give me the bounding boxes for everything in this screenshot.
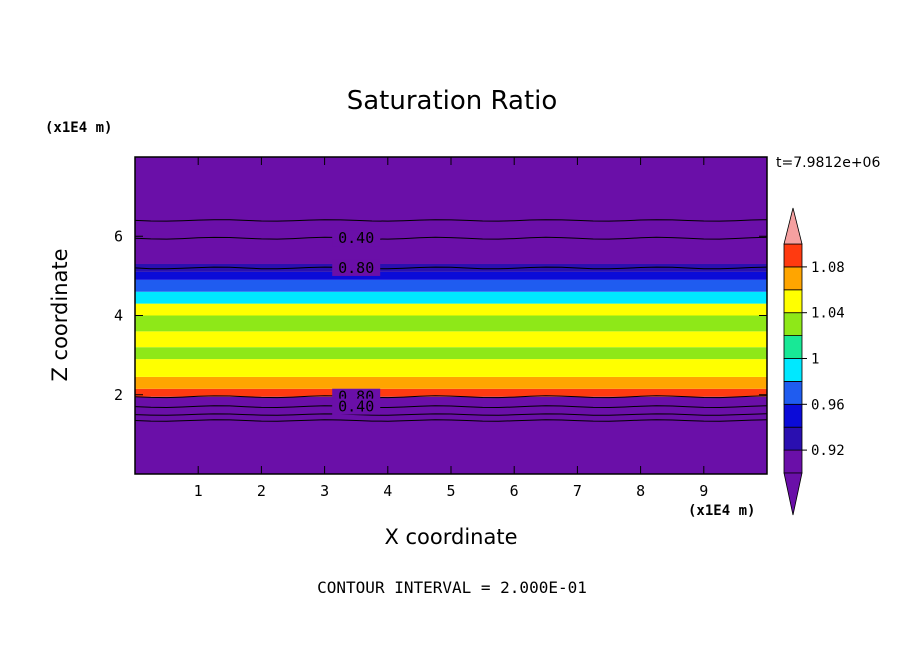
contour-line-1 — [134, 266, 768, 270]
data-layer-11 — [135, 263, 767, 272]
x-tick-label-7: 7 — [573, 482, 582, 500]
contour-line-extra-2 — [134, 419, 768, 422]
colorbar-tick-label-3: 1.04 — [811, 306, 845, 322]
data-layer-3 — [135, 359, 767, 377]
contour-label-bg-0 — [332, 230, 381, 247]
data-layer-1 — [135, 388, 767, 397]
x-tick-label-5: 5 — [446, 482, 455, 500]
x-tick-label-2: 2 — [257, 482, 266, 500]
colorbar-segment-7 — [783, 289, 803, 314]
chart-title: Saturation Ratio — [346, 86, 558, 116]
y-tick-label-2: 2 — [114, 386, 123, 404]
y-axis-label: Z coordinate — [48, 248, 72, 382]
y-axis: 2 4 6 — [114, 227, 767, 404]
contour-label-bg-1 — [332, 259, 381, 276]
data-layer-10 — [135, 271, 767, 280]
colorbar-segment-6 — [783, 312, 803, 337]
colorbar-segment-2 — [783, 403, 803, 428]
contour-line-extra-1 — [134, 413, 768, 416]
colorbar-segment-5 — [783, 335, 803, 359]
colorbar-segment-4 — [783, 358, 803, 382]
y-axis-units: (x1E4 m) — [45, 120, 113, 136]
contour-line-extra-0 — [134, 219, 768, 222]
data-layer-2 — [135, 376, 767, 389]
colorbar-segment-9 — [783, 243, 803, 268]
x-tick-label-3: 3 — [320, 482, 329, 500]
x-axis-label: X coordinate — [384, 525, 518, 549]
contour-line-3 — [134, 405, 768, 409]
contour-line-0 — [134, 236, 768, 240]
timestamp-label: t=7.9812e+06 — [776, 155, 881, 171]
colorbar-segment-3 — [783, 380, 803, 405]
colorbar-segment-0 — [783, 449, 803, 474]
y-tick-label-4: 4 — [114, 307, 123, 325]
colorbar-extend-top — [783, 207, 803, 245]
colorbar-segment-1 — [783, 426, 803, 451]
x-tick-label-1: 1 — [194, 482, 203, 500]
data-layer-7 — [135, 303, 767, 316]
contour-lines: 0.400.800.800.40 — [134, 219, 768, 422]
data-layer-9 — [135, 279, 767, 292]
data-layer-0 — [135, 396, 767, 474]
data-layer-8 — [135, 291, 767, 304]
colorbar-tick-label-4: 1.08 — [811, 260, 845, 276]
colorbar-segment-8 — [783, 266, 803, 291]
colorbar-tick-label-1: 0.96 — [811, 397, 845, 413]
data-layer-5 — [135, 331, 767, 348]
x-tick-label-6: 6 — [510, 482, 519, 500]
colorbar-extend-bottom — [783, 472, 803, 516]
contour-label-bg-3 — [332, 398, 381, 415]
colorbar: 0.92 0.96 1 1.04 1.08 — [783, 207, 845, 516]
x-tick-label-4: 4 — [383, 482, 392, 500]
colorbar-tick-label-0: 0.92 — [811, 443, 845, 459]
contour-interval-note: CONTOUR INTERVAL = 2.000E-01 — [317, 578, 587, 597]
plot-area — [135, 157, 767, 474]
data-layer-12 — [135, 157, 767, 264]
y-tick-label-6: 6 — [114, 227, 123, 245]
colorbar-tick-label-2: 1 — [811, 352, 819, 368]
contour-label-3: 0.40 — [338, 398, 374, 416]
x-axis-units: (x1E4 m) — [688, 503, 756, 519]
contour-label-1: 0.80 — [338, 259, 374, 277]
data-layer-4 — [135, 347, 767, 360]
contour-label-0: 0.40 — [338, 229, 374, 247]
x-tick-label-9: 9 — [699, 482, 708, 500]
contour-line-2 — [134, 395, 768, 399]
x-axis: 1 2 3 4 5 6 7 8 9 — [194, 157, 708, 500]
x-tick-label-8: 8 — [636, 482, 645, 500]
data-layer-6 — [135, 315, 767, 332]
